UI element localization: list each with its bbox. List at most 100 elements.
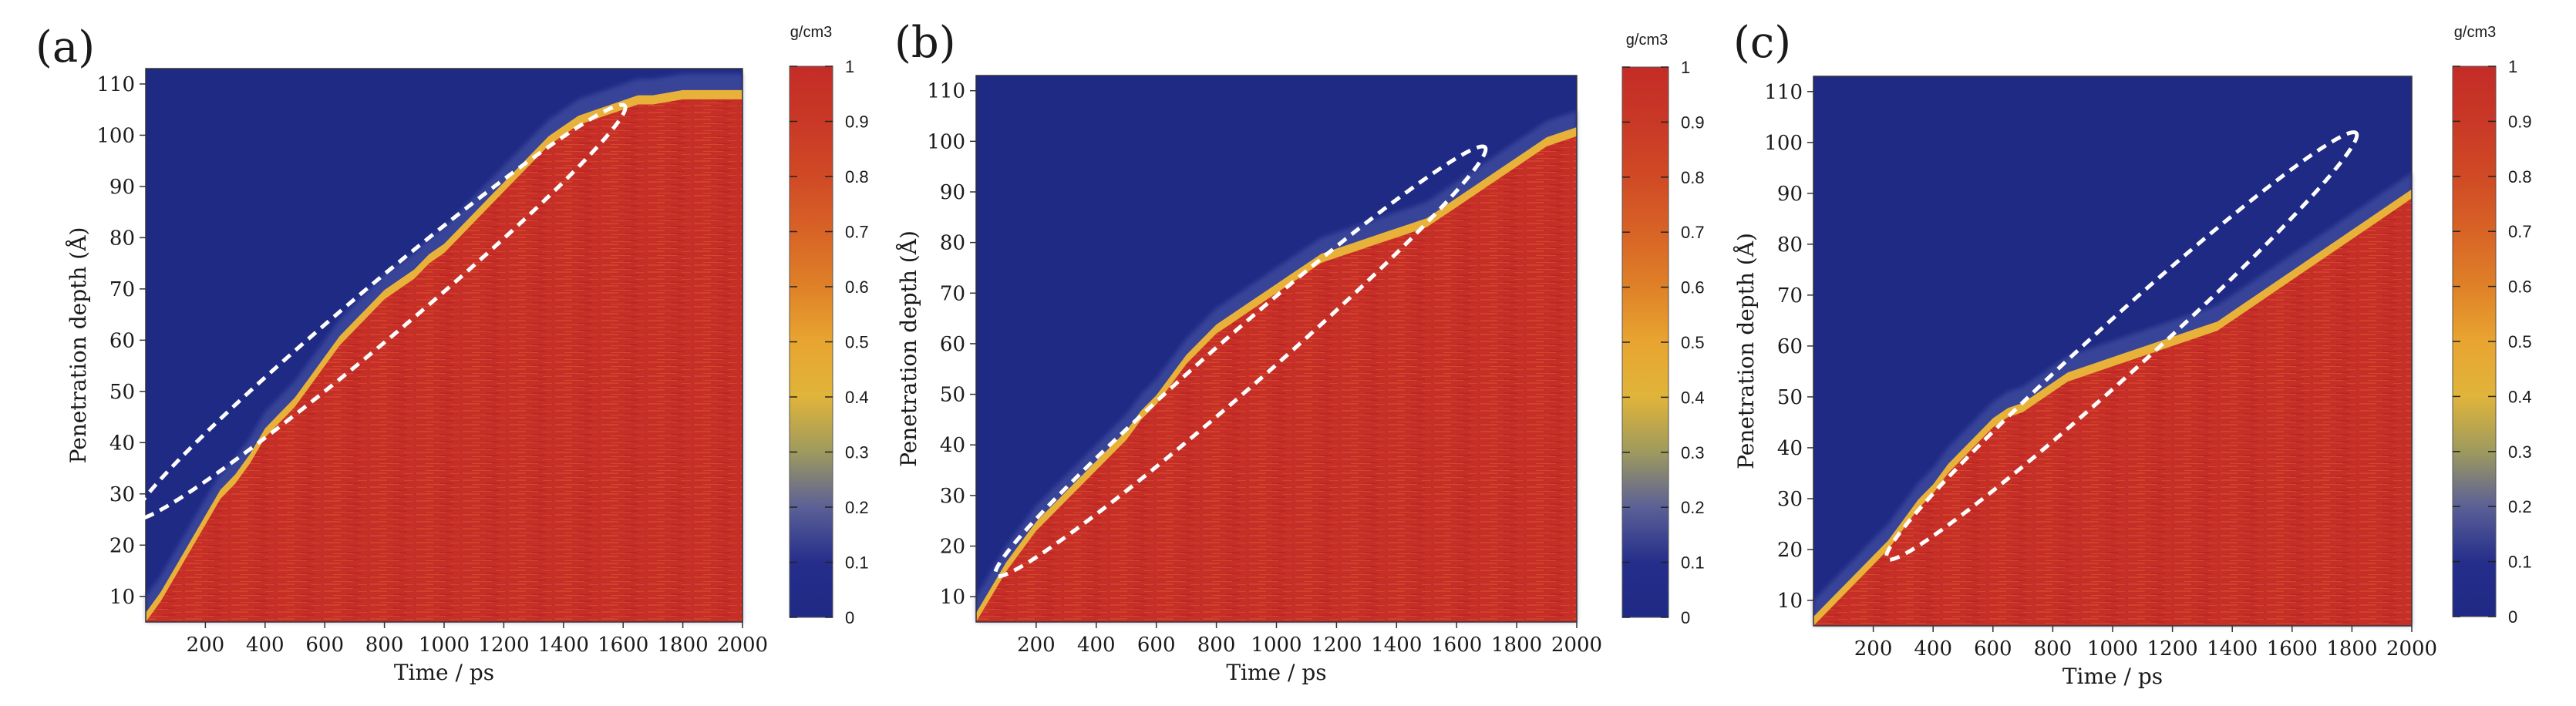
colorbar-tick-label: 0.8 <box>2508 167 2532 187</box>
x-tick-label: 1600 <box>2267 637 2318 661</box>
x-tick-label: 2000 <box>717 634 768 657</box>
y-tick-label: 30 <box>940 485 965 508</box>
panel-label: (b) <box>894 18 956 68</box>
x-tick-label: 1400 <box>538 634 589 657</box>
colorbar-tick-label: 0.7 <box>2508 222 2532 241</box>
y-tick-label: 40 <box>940 434 965 457</box>
y-tick-label: 70 <box>109 278 135 301</box>
panel-label: (c) <box>1733 18 1791 68</box>
density-region <box>976 136 1577 623</box>
x-tick-label: 1200 <box>478 634 529 657</box>
y-tick-label: 100 <box>96 124 135 147</box>
y-axis-title: Penetration depth (Å) <box>66 227 91 464</box>
colorbar-tick-label: 0.5 <box>845 333 869 352</box>
y-tick-label: 40 <box>109 432 135 455</box>
x-tick-label: 200 <box>1854 637 1893 661</box>
y-tick-label: 50 <box>940 384 965 407</box>
x-axis-title: Time / ps <box>1226 660 1326 685</box>
colorbar-title: g/cm3 <box>2454 24 2496 41</box>
colorbar-tick-label: 0.7 <box>845 223 869 242</box>
colorbar-tick-label: 0.3 <box>2508 442 2532 462</box>
colorbar-tick-label: 0.6 <box>845 277 869 297</box>
x-tick-label: 1800 <box>1491 634 1542 657</box>
x-tick-label: 1000 <box>419 634 470 657</box>
y-tick-label: 70 <box>940 282 965 305</box>
y-tick-label: 30 <box>109 483 135 506</box>
colorbar-tick-label: 1 <box>2508 57 2517 76</box>
colorbar-tick-label: 0.9 <box>2508 112 2532 131</box>
colorbar-tick-label: 0 <box>2508 607 2517 627</box>
colorbar-tick-label: 0.3 <box>1681 443 1705 462</box>
density-region <box>146 99 742 622</box>
x-axis-title: Time / ps <box>2062 664 2163 689</box>
colorbar-tick-label: 0.6 <box>2508 277 2532 297</box>
y-tick-label: 110 <box>96 73 135 96</box>
colorbar-tick-label: 0 <box>845 608 854 627</box>
x-tick-label: 2000 <box>1551 634 1602 657</box>
y-tick-label: 90 <box>109 176 135 199</box>
colorbar-tick-label: 0.8 <box>845 167 869 187</box>
y-tick-label: 80 <box>109 227 135 250</box>
y-axis-title: Penetration depth (Å) <box>896 230 921 467</box>
colorbar-tick-label: 0.6 <box>1681 278 1705 298</box>
x-tick-label: 1200 <box>2147 637 2198 661</box>
y-tick-label: 10 <box>109 586 135 609</box>
x-tick-label: 400 <box>1077 634 1116 657</box>
y-tick-label: 100 <box>1764 132 1803 155</box>
x-tick-label: 1800 <box>658 634 709 657</box>
y-tick-label: 60 <box>1777 335 1803 358</box>
x-tick-label: 600 <box>305 634 344 657</box>
y-tick-label: 90 <box>940 181 965 204</box>
colorbar-tick-label: 0.7 <box>1681 223 1705 242</box>
panel-label: (a) <box>35 22 95 72</box>
y-tick-label: 60 <box>940 333 965 356</box>
colorbar-tick-label: 0.1 <box>2508 553 2532 572</box>
colorbar-tick-label: 0.2 <box>2508 497 2532 516</box>
y-tick-label: 30 <box>1777 488 1803 511</box>
y-tick-label: 110 <box>927 80 965 103</box>
colorbar-tick-label: 0.5 <box>2508 332 2532 351</box>
x-axis-title: Time / ps <box>394 660 494 685</box>
y-tick-label: 40 <box>1777 437 1803 460</box>
colorbar-tick-label: 0.2 <box>1681 498 1705 517</box>
colorbar-tick-label: 1 <box>845 57 854 76</box>
colorbar-tick-label: 0.9 <box>1681 113 1705 132</box>
x-tick-label: 600 <box>1974 637 2012 661</box>
y-tick-label: 60 <box>109 329 135 352</box>
colorbar-tick-label: 0.2 <box>845 498 869 517</box>
y-tick-label: 110 <box>1764 81 1803 104</box>
highlight-ellipse <box>993 144 1488 579</box>
colorbar-tick-label: 1 <box>1681 58 1690 77</box>
y-tick-label: 20 <box>940 536 965 559</box>
colorbar-tick-label: 0.9 <box>845 113 869 132</box>
y-axis-title: Penetration depth (Å) <box>1733 233 1759 469</box>
colorbar-tick-label: 0 <box>1681 608 1690 627</box>
y-tick-label: 50 <box>109 381 135 404</box>
colorbar-title: g/cm3 <box>1626 32 1668 49</box>
colorbar-tick-label: 0.4 <box>1681 388 1705 407</box>
x-tick-label: 1400 <box>2207 637 2258 661</box>
colorbar-title: g/cm3 <box>790 24 832 41</box>
x-tick-label: 800 <box>1197 634 1236 657</box>
y-tick-label: 20 <box>109 534 135 557</box>
x-tick-label: 800 <box>365 634 404 657</box>
x-tick-label: 200 <box>1017 634 1056 657</box>
y-tick-label: 50 <box>1777 386 1803 409</box>
x-tick-label: 1000 <box>2087 637 2138 661</box>
y-tick-label: 80 <box>1777 234 1803 257</box>
y-tick-label: 10 <box>940 586 965 609</box>
x-tick-label: 1800 <box>2326 637 2377 661</box>
y-tick-label: 10 <box>1777 590 1803 613</box>
x-tick-label: 1200 <box>1311 634 1362 657</box>
y-tick-label: 100 <box>927 130 965 153</box>
y-tick-label: 80 <box>940 232 965 255</box>
density-region <box>1813 198 2412 626</box>
highlight-ellipse <box>1884 130 2359 562</box>
x-tick-label: 1000 <box>1251 634 1301 657</box>
x-tick-label: 400 <box>1914 637 1952 661</box>
x-tick-label: 2000 <box>2386 637 2437 661</box>
